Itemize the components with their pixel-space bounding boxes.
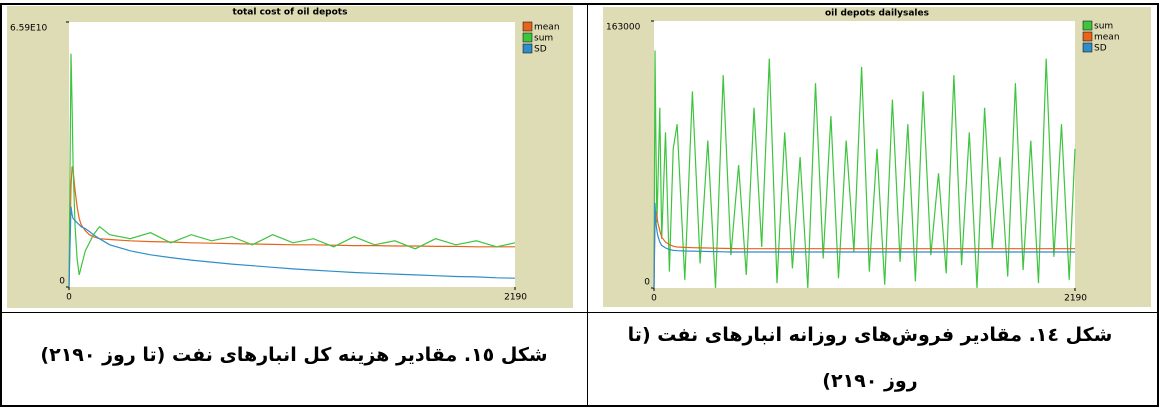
y-tick-label: 163000 xyxy=(606,23,641,33)
x-tick-label: 0 xyxy=(66,293,72,303)
legend-swatch xyxy=(1082,20,1093,31)
legend-label: mean xyxy=(1094,33,1120,43)
legend-swatch xyxy=(522,32,533,43)
border xyxy=(587,3,588,407)
legend-label: sum xyxy=(534,34,553,44)
series-line xyxy=(68,53,516,288)
border xyxy=(0,3,2,407)
caption: شکل ١٥. مقادیر هزینه کل انبارهای نفت (تا… xyxy=(40,344,548,366)
y-tick-label: 0 xyxy=(59,277,65,287)
border xyxy=(0,3,1159,5)
x-tick-label: 2190 xyxy=(504,293,527,303)
legend-swatch xyxy=(1082,31,1093,42)
legend-label: sum xyxy=(1094,22,1113,32)
border xyxy=(0,312,1159,313)
legend-swatch xyxy=(522,21,533,32)
y-tick-label: 6.59E10 xyxy=(10,24,47,34)
legend-label: mean xyxy=(534,23,560,33)
border xyxy=(0,405,1159,407)
legend-swatch xyxy=(1082,42,1093,53)
legend-label: SD xyxy=(534,45,547,55)
border xyxy=(1157,3,1159,407)
chart-title: total cost of oil depots xyxy=(233,8,348,18)
caption: شکل ١٤. مقادیر فروش‌های روزانه انبارهای … xyxy=(627,324,1113,392)
chart: oil depots dailysales 0 163000 0 2190 summean… xyxy=(603,7,1151,307)
series-line xyxy=(68,206,516,288)
series-line xyxy=(653,202,1075,289)
x-tick-label: 2190 xyxy=(1064,294,1087,304)
series-line xyxy=(653,210,1075,289)
chart: total cost of oil depots 0 6.59E10 0 2190 mea… xyxy=(7,6,573,308)
legend-label: SD xyxy=(1094,44,1107,54)
legend-swatch xyxy=(522,43,533,54)
chart-title: oil depots dailysales xyxy=(825,9,929,19)
x-tick-label: 0 xyxy=(651,294,657,304)
series-line xyxy=(653,50,1076,289)
plot-area xyxy=(69,22,515,287)
y-tick-label: 0 xyxy=(644,278,650,288)
